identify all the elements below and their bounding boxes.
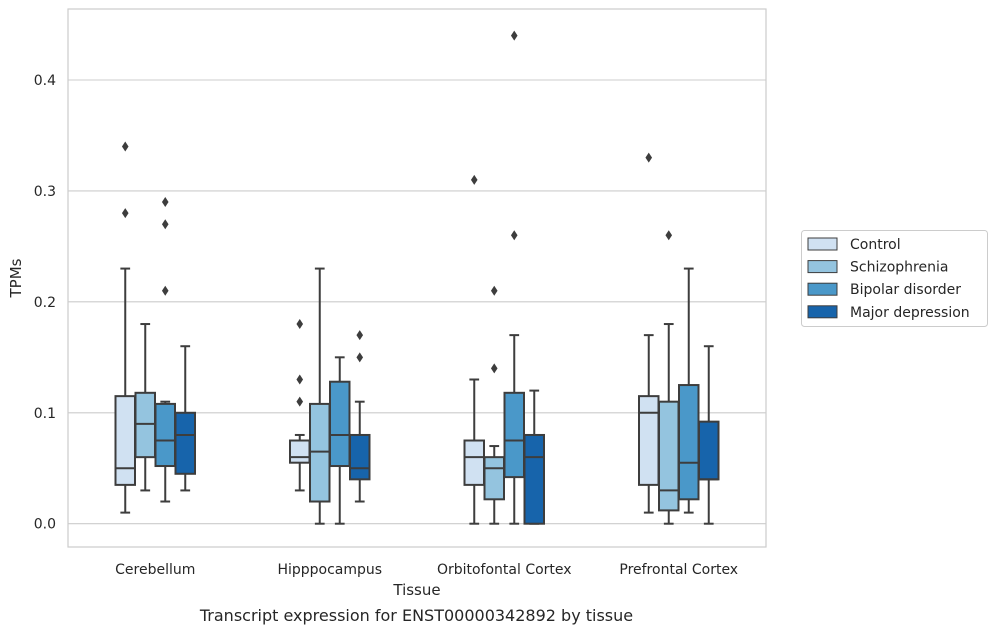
box-group: [698, 345, 720, 525]
outlier-point: [470, 174, 478, 185]
y-tick-label: 0.0: [34, 517, 56, 533]
box: [483, 456, 505, 501]
box-group: [678, 267, 700, 514]
y-tick-label: 0.3: [34, 184, 56, 200]
box: [114, 395, 136, 486]
legend-frame: [801, 230, 988, 327]
box: [503, 391, 525, 479]
x-tick-label: Prefrontal Cortex: [619, 562, 738, 578]
outlier-point: [356, 352, 364, 363]
box: [463, 439, 485, 486]
outlier-point: [645, 152, 653, 163]
outlier-point: [510, 230, 518, 241]
box: [174, 411, 196, 475]
outlier-point: [161, 219, 169, 230]
box-group: [114, 141, 136, 514]
x-axis-ticks: Cerebellum Hipppocampus Orbitofontal Corte…: [115, 562, 738, 578]
outlier-point: [665, 230, 673, 241]
outlier-point: [490, 285, 498, 296]
outlier-point: [296, 374, 304, 385]
legend: Control Schizophrenia Bipolar disorder Majo…: [801, 230, 988, 327]
outlier-point: [356, 330, 364, 341]
y-axis-ticks: 0.0 0.1 0.2 0.3 0.4: [34, 73, 56, 533]
box: [678, 384, 700, 501]
legend-label: Major depression: [850, 305, 970, 321]
box-group: [329, 356, 351, 525]
y-tick-label: 0.1: [34, 406, 56, 422]
outlier-point: [121, 208, 129, 219]
x-tick-label: Cerebellum: [115, 562, 195, 578]
box: [349, 433, 371, 481]
box: [289, 439, 311, 464]
box-group: [503, 30, 525, 525]
plot-frame: [67, 8, 767, 548]
y-axis-label: TPMs: [7, 258, 25, 298]
box: [658, 400, 680, 512]
legend-swatch: [807, 305, 838, 319]
box: [638, 395, 660, 486]
box-group: [134, 323, 156, 492]
outlier-point: [296, 319, 304, 330]
outlier-point: [510, 30, 518, 41]
box-group: [174, 345, 196, 492]
box-group: [154, 197, 176, 503]
box: [309, 402, 331, 503]
box: [134, 391, 156, 459]
legend-swatch: [807, 260, 838, 274]
box-group: [289, 319, 311, 492]
box-group: [483, 285, 505, 525]
legend-swatch: [807, 237, 838, 251]
legend-label: Control: [850, 237, 901, 253]
legend-label: Bipolar disorder: [850, 282, 961, 298]
outlier-point: [161, 197, 169, 208]
box-group: [463, 174, 485, 525]
legend-label: Schizophrenia: [850, 260, 948, 276]
x-axis-label: Tissue: [392, 581, 440, 599]
box: [523, 433, 545, 525]
box: [329, 380, 351, 468]
box-group: [349, 330, 371, 503]
y-tick-label: 0.4: [34, 73, 56, 89]
box-group: [523, 389, 545, 525]
y-tick-label: 0.2: [34, 295, 56, 311]
figure-caption: Transcript expression for ENST0000034289…: [199, 606, 634, 625]
box: [154, 402, 176, 468]
box-group: [309, 267, 331, 525]
outlier-point: [296, 396, 304, 407]
box-plot-area: [114, 30, 720, 525]
outlier-point: [161, 285, 169, 296]
legend-swatch: [807, 282, 838, 296]
box-group: [638, 152, 660, 514]
box: [698, 420, 720, 481]
outlier-point: [121, 141, 129, 152]
outlier-point: [490, 363, 498, 374]
box-group: [658, 230, 680, 525]
x-tick-label: Orbitofontal Cortex: [437, 562, 572, 578]
x-tick-label: Hipppocampus: [277, 562, 382, 578]
